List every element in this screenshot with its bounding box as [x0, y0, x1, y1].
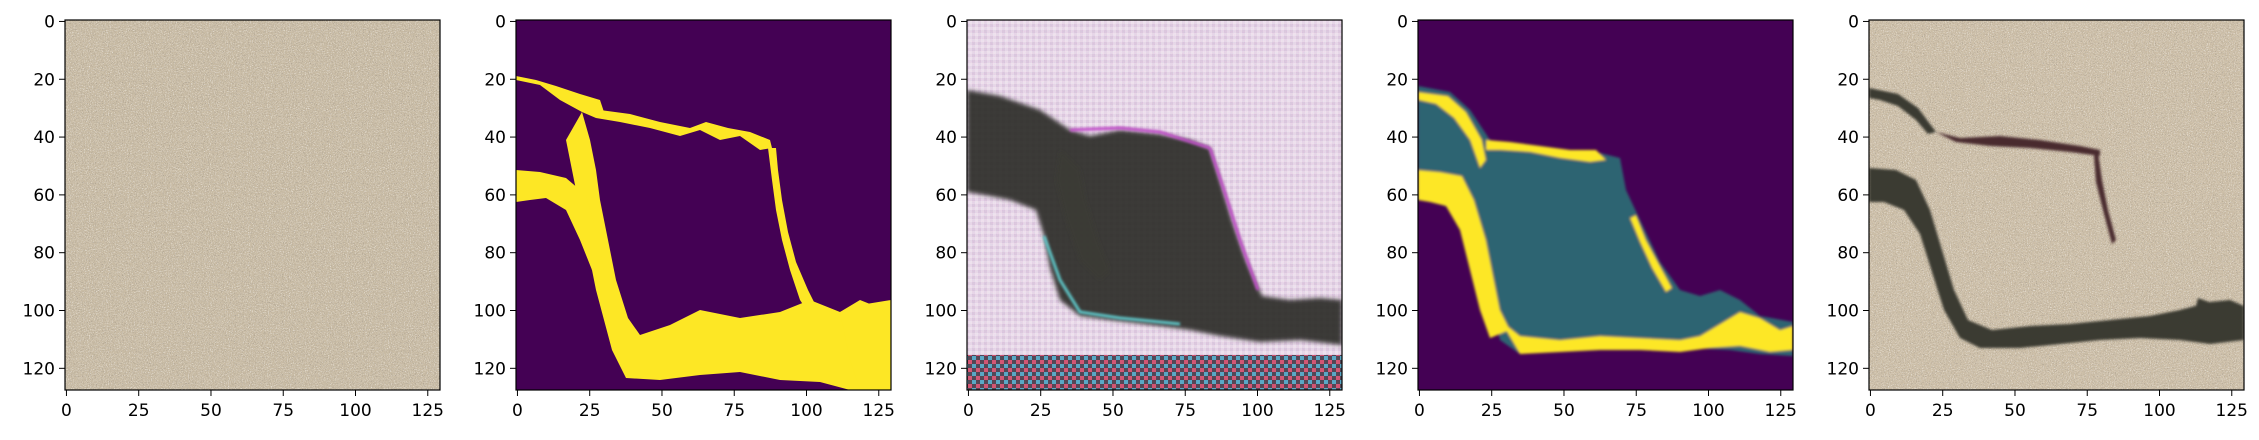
- y-tick-label: 120: [925, 359, 957, 379]
- x-tick-label: 75: [1174, 401, 1196, 421]
- panel-1-axes: 0 25 50 75 100 125 0 20 40 60 80 100 120: [23, 12, 444, 421]
- x-tick-label: 25: [1030, 401, 1052, 421]
- x-tick-label: 50: [1102, 401, 1124, 421]
- y-tick-label: 120: [1376, 359, 1408, 379]
- y-tick-label: 0: [495, 12, 506, 32]
- x-tick-label: 50: [2004, 401, 2026, 421]
- y-tick-label: 20: [935, 70, 957, 90]
- y-tick-label: 40: [33, 128, 55, 148]
- panel-2-axes: 0 25 50 75 100 125 0 20 40 60 80 100 120: [474, 12, 895, 421]
- y-tick-label: 100: [1376, 302, 1408, 322]
- y-tick-label: 40: [935, 128, 957, 148]
- x-tick-label: 0: [1865, 401, 1876, 421]
- x-tick-label: 100: [339, 401, 371, 421]
- x-tick-label: 75: [272, 401, 294, 421]
- y-tick-label: 80: [1837, 244, 1859, 264]
- y-tick-label: 40: [1837, 128, 1859, 148]
- y-tick-label: 120: [23, 359, 55, 379]
- x-tick-label: 125: [1314, 401, 1346, 421]
- y-tick-label: 60: [1386, 186, 1408, 206]
- y-tick-label: 120: [1827, 359, 1859, 379]
- y-tick-label: 100: [474, 302, 506, 322]
- y-tick-label: 100: [925, 302, 957, 322]
- y-tick-label: 0: [1848, 12, 1859, 32]
- panel-composited-texture: [1868, 19, 2245, 391]
- panel-1-image: [65, 20, 440, 390]
- panel-predicted-mask: [1417, 19, 1794, 391]
- x-tick-label: 100: [2143, 401, 2175, 421]
- x-tick-label: 75: [1625, 401, 1647, 421]
- y-tick-label: 0: [1397, 12, 1408, 32]
- x-tick-label: 25: [1932, 401, 1954, 421]
- y-tick-label: 20: [33, 70, 55, 90]
- panel-3-axes: 0 25 50 75 100 125 0 20 40 60 80 100 120: [925, 12, 1346, 421]
- y-tick-label: 40: [1386, 128, 1408, 148]
- y-tick-label: 120: [474, 359, 506, 379]
- axes-layer: 0 25 50 75 100 125 0 20 40 60 80 100 120 0 25 50 75 100 12…: [23, 12, 2248, 421]
- x-tick-label: 0: [1414, 401, 1425, 421]
- panel-3-fringe: [1042, 126, 1260, 326]
- panel-raw-generated-texture: [966, 19, 1343, 391]
- panel-ground-truth-mask: [515, 19, 892, 391]
- panel-5-crack: [1869, 88, 2244, 348]
- y-tick-label: 60: [33, 186, 55, 206]
- x-tick-label: 125: [1765, 401, 1797, 421]
- x-tick-label: 100: [1241, 401, 1273, 421]
- x-tick-label: 0: [512, 401, 523, 421]
- x-tick-label: 125: [863, 401, 895, 421]
- x-tick-label: 0: [963, 401, 974, 421]
- y-tick-label: 80: [1386, 244, 1408, 264]
- x-tick-label: 50: [1553, 401, 1575, 421]
- x-tick-label: 25: [579, 401, 601, 421]
- y-tick-label: 20: [484, 70, 506, 90]
- x-tick-label: 125: [2216, 401, 2248, 421]
- x-tick-label: 75: [723, 401, 745, 421]
- x-tick-label: 50: [200, 401, 222, 421]
- x-tick-label: 125: [412, 401, 444, 421]
- y-tick-label: 60: [935, 186, 957, 206]
- x-tick-label: 0: [61, 401, 72, 421]
- y-tick-label: 100: [1827, 302, 1859, 322]
- panel-4-axes: 0 25 50 75 100 125 0 20 40 60 80 100 120: [1376, 12, 1797, 421]
- x-tick-label: 75: [2076, 401, 2098, 421]
- y-tick-label: 20: [1386, 70, 1408, 90]
- x-tick-label: 25: [1481, 401, 1503, 421]
- y-tick-label: 60: [484, 186, 506, 206]
- panel-4-crack-mask: [1418, 86, 1793, 356]
- y-tick-label: 0: [44, 12, 55, 32]
- y-tick-label: 20: [1837, 70, 1859, 90]
- y-tick-label: 60: [1837, 186, 1859, 206]
- panel-5-axes: 0 25 50 75 100 125 0 20 40 60 80 100 120: [1827, 12, 2248, 421]
- panel-3-bottom-artifact: [967, 355, 1342, 390]
- panel-2-crack-mask: [516, 76, 891, 390]
- y-tick-label: 0: [946, 12, 957, 32]
- x-tick-label: 100: [1692, 401, 1724, 421]
- x-tick-label: 100: [790, 401, 822, 421]
- x-tick-label: 25: [128, 401, 150, 421]
- x-tick-label: 50: [651, 401, 673, 421]
- y-tick-label: 80: [484, 244, 506, 264]
- y-tick-label: 40: [484, 128, 506, 148]
- y-tick-label: 80: [935, 244, 957, 264]
- y-tick-label: 100: [23, 302, 55, 322]
- panel-input-texture: [64, 19, 441, 391]
- y-tick-label: 80: [33, 244, 55, 264]
